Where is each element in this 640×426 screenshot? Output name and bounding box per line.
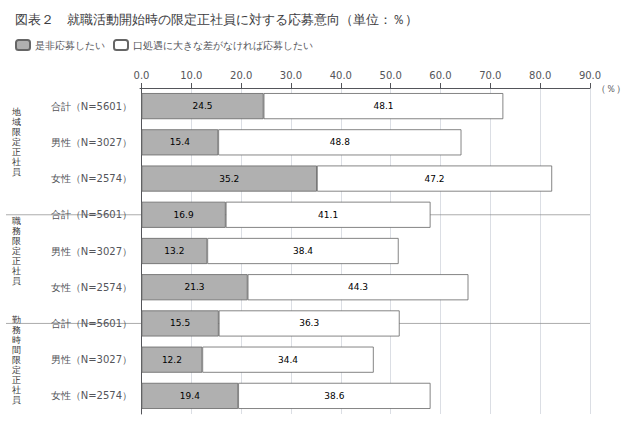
svg-text:38.6: 38.6 xyxy=(324,391,344,401)
svg-text:15.4: 15.4 xyxy=(170,137,190,147)
svg-text:正: 正 xyxy=(12,375,21,385)
svg-text:35.2: 35.2 xyxy=(219,174,239,184)
svg-text:36.3: 36.3 xyxy=(299,318,319,328)
svg-text:44.3: 44.3 xyxy=(348,282,368,292)
svg-text:正: 正 xyxy=(12,256,21,266)
svg-text:員: 員 xyxy=(12,276,21,286)
svg-text:務: 務 xyxy=(12,226,21,236)
svg-text:80.0: 80.0 xyxy=(529,70,551,81)
svg-text:社: 社 xyxy=(12,266,21,276)
svg-text:域: 域 xyxy=(11,117,21,127)
svg-text:社: 社 xyxy=(12,157,21,167)
svg-text:24.5: 24.5 xyxy=(193,101,213,111)
svg-text:職: 職 xyxy=(12,216,21,226)
svg-text:定: 定 xyxy=(12,246,21,256)
svg-text:口処遇に大きな差がなければ応募したい: 口処遇に大きな差がなければ応募したい xyxy=(133,40,313,51)
svg-text:間: 間 xyxy=(12,345,21,355)
svg-text:20.0: 20.0 xyxy=(230,70,252,81)
svg-text:41.1: 41.1 xyxy=(318,210,338,220)
svg-text:務: 務 xyxy=(12,325,21,335)
svg-text:図表２ 就職活動開始時の限定正社員に対する応募意向（単位：％: 図表２ 就職活動開始時の限定正社員に対する応募意向（単位：％） xyxy=(15,12,418,27)
svg-text:社: 社 xyxy=(12,385,21,395)
svg-text:是非応募したい: 是非応募したい xyxy=(35,40,105,51)
svg-text:男性（N=3027）: 男性（N=3027） xyxy=(51,246,132,257)
svg-text:12.2: 12.2 xyxy=(162,355,182,365)
svg-text:合計（N=5601）: 合計（N=5601） xyxy=(51,318,132,329)
svg-text:30.0: 30.0 xyxy=(280,70,302,81)
svg-text:限: 限 xyxy=(12,355,21,365)
svg-text:定: 定 xyxy=(12,137,21,147)
svg-text:時: 時 xyxy=(12,335,21,345)
svg-text:70.0: 70.0 xyxy=(479,70,501,81)
svg-text:勤: 勤 xyxy=(12,314,21,325)
svg-text:女性（N=2574）: 女性（N=2574） xyxy=(51,173,132,184)
svg-text:21.3: 21.3 xyxy=(185,282,205,292)
svg-text:男性（N=3027）: 男性（N=3027） xyxy=(51,354,132,365)
svg-text:19.4: 19.4 xyxy=(180,391,200,401)
svg-text:定: 定 xyxy=(12,365,21,375)
svg-text:男性（N=3027）: 男性（N=3027） xyxy=(51,137,132,148)
svg-text:15.5: 15.5 xyxy=(170,318,190,328)
svg-text:38.4: 38.4 xyxy=(293,246,313,256)
svg-text:地: 地 xyxy=(11,107,21,117)
svg-text:50.0: 50.0 xyxy=(380,70,402,81)
svg-text:60.0: 60.0 xyxy=(429,70,451,81)
svg-text:40.0: 40.0 xyxy=(330,70,352,81)
svg-text:48.8: 48.8 xyxy=(330,137,350,147)
svg-text:限: 限 xyxy=(12,127,21,137)
svg-text:47.2: 47.2 xyxy=(424,174,444,184)
svg-text:34.4: 34.4 xyxy=(278,355,298,365)
svg-text:16.9: 16.9 xyxy=(174,210,194,220)
svg-text:員: 員 xyxy=(12,395,21,405)
svg-text:0.0: 0.0 xyxy=(134,70,150,81)
svg-text:員: 員 xyxy=(12,167,21,177)
svg-text:（％）: （％） xyxy=(596,83,626,94)
svg-text:限: 限 xyxy=(12,236,21,246)
svg-text:48.1: 48.1 xyxy=(373,101,393,111)
svg-text:13.2: 13.2 xyxy=(164,246,184,256)
svg-text:合計（N=5601）: 合計（N=5601） xyxy=(51,209,132,220)
svg-text:合計（N=5601）: 合計（N=5601） xyxy=(51,101,132,112)
svg-text:女性（N=2574）: 女性（N=2574） xyxy=(51,390,132,401)
svg-text:10.0: 10.0 xyxy=(180,70,202,81)
svg-text:90.0: 90.0 xyxy=(579,70,601,81)
svg-text:女性（N=2574）: 女性（N=2574） xyxy=(51,282,132,293)
svg-text:正: 正 xyxy=(12,147,21,157)
